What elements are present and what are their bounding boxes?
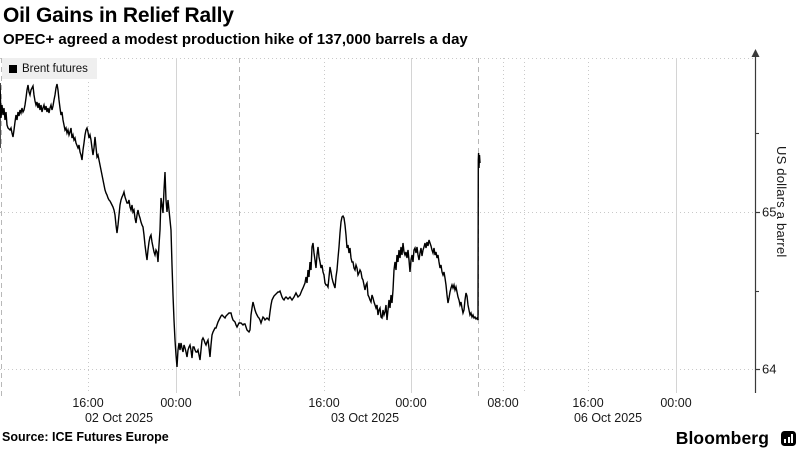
price-line-brent-futures [0,82,481,368]
x-tick-label: 00:00 [160,396,192,410]
x-tick-label: 08:00 [487,396,519,410]
chart-subtitle: OPEC+ agreed a modest production hike of… [3,31,468,48]
x-date-label: 02 Oct 2025 [84,411,154,425]
bloomberg-wordmark: Bloomberg [675,428,769,448]
y-tick-label: 65 [762,204,777,220]
x-tick-label: 16:00 [72,396,104,410]
x-date-label: 06 Oct 2025 [573,411,643,425]
legend-label: Brent futures [22,62,88,75]
source-note: Source: ICE Futures Europe [2,430,169,444]
x-date-label: 03 Oct 2025 [330,411,400,425]
y-axis-arrow-icon [751,49,760,57]
y-tick-label: 64 [762,361,777,377]
x-tick-label: 00:00 [395,396,427,410]
x-tick-label: 00:00 [660,396,692,410]
x-tick-label: 16:00 [308,396,340,410]
legend-swatch-icon [9,64,17,73]
y-axis-title: US dollars a barrel [774,146,789,258]
bloomberg-logo-icon [781,431,796,446]
legend: Brent futures [2,58,97,79]
x-tick-label: 16:00 [572,396,604,410]
chart-title: Oil Gains in Relief Rally [3,4,234,27]
